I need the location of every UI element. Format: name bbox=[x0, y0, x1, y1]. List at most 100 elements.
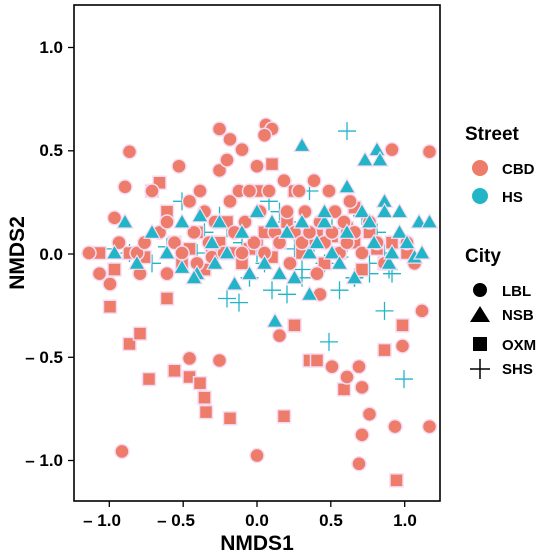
point-hs-nsb bbox=[300, 285, 319, 301]
point-hs-nsb bbox=[210, 212, 229, 229]
x-tick-label: 0.0 bbox=[245, 511, 269, 530]
point-cbd-lbl bbox=[222, 193, 238, 210]
legend-label-shs: SHS bbox=[502, 361, 533, 378]
point-hs-shs bbox=[218, 289, 236, 308]
point-cbd-lbl bbox=[241, 183, 258, 199]
point-cbd-oxm bbox=[309, 353, 325, 368]
point-cbd-lbl bbox=[282, 255, 298, 272]
point-cbd-oxm bbox=[107, 262, 122, 277]
point-cbd-oxm bbox=[222, 411, 238, 426]
point-cbd-lbl bbox=[342, 193, 358, 210]
legend-title-city: City bbox=[465, 246, 501, 267]
point-cbd-oxm bbox=[102, 299, 118, 314]
point-hs-shs bbox=[395, 370, 413, 389]
point-hs-nsb bbox=[225, 274, 244, 291]
point-cbd-lbl bbox=[102, 276, 118, 292]
point-cbd-lbl bbox=[294, 234, 310, 251]
point-hs-nsb bbox=[190, 206, 210, 223]
point-hs-nsb bbox=[364, 233, 384, 250]
point-hs-nsb bbox=[277, 223, 297, 239]
point-cbd-lbl bbox=[321, 183, 337, 199]
point-cbd-lbl bbox=[324, 358, 340, 375]
point-cbd-lbl bbox=[414, 303, 430, 319]
point-cbd-lbl bbox=[271, 327, 288, 344]
point-hs-nsb bbox=[247, 202, 267, 219]
point-cbd-lbl bbox=[174, 245, 190, 261]
point-cbd-lbl bbox=[81, 245, 97, 261]
x-axis-title: NMDS1 bbox=[220, 532, 294, 555]
x-tick-label: 0.5 bbox=[319, 511, 343, 530]
point-hs-nsb bbox=[390, 223, 409, 239]
point-hs-nsb bbox=[397, 233, 417, 250]
point-cbd-lbl bbox=[354, 427, 370, 443]
y-axis-title: NMDS2 bbox=[6, 216, 29, 290]
point-hs-nsb bbox=[367, 140, 387, 157]
point-cbd-lbl bbox=[121, 143, 138, 160]
point-hs-nsb bbox=[217, 243, 237, 260]
point-cbd-lbl bbox=[192, 183, 208, 199]
legend-label-hs: HS bbox=[502, 189, 523, 206]
point-cbd-oxm bbox=[264, 156, 280, 172]
point-hs-nsb bbox=[292, 212, 312, 229]
x-tick-label: 1.0 bbox=[393, 511, 417, 530]
point-hs-nsb bbox=[232, 223, 252, 239]
point-cbd-lbl bbox=[276, 172, 292, 189]
point-cbd-lbl bbox=[91, 265, 108, 282]
point-hs-nsb bbox=[240, 264, 259, 281]
point-cbd-lbl bbox=[301, 224, 318, 241]
point-cbd-lbl bbox=[271, 234, 288, 251]
y-tick-label: – 1.0 bbox=[25, 451, 63, 470]
point-cbd-lbl bbox=[159, 265, 175, 282]
point-cbd-oxm bbox=[377, 342, 392, 358]
legend-key-shs bbox=[470, 359, 490, 379]
point-cbd-oxm bbox=[395, 318, 410, 333]
point-cbd-oxm bbox=[197, 390, 212, 405]
point-hs-nsb bbox=[265, 311, 285, 328]
legend-key-nsb bbox=[470, 306, 490, 322]
point-hs-nsb bbox=[307, 233, 327, 250]
point-hs-nsb bbox=[172, 212, 192, 229]
point-cbd-lbl bbox=[211, 121, 228, 137]
point-cbd-oxm bbox=[159, 291, 175, 306]
point-hs-nsb bbox=[157, 243, 177, 260]
legend-key-cbd bbox=[472, 160, 488, 176]
point-cbd-lbl bbox=[279, 203, 295, 220]
point-hs-nsb bbox=[322, 243, 342, 260]
point-cbd-lbl bbox=[351, 456, 367, 472]
point-cbd-lbl bbox=[339, 369, 355, 385]
point-cbd-lbl bbox=[387, 418, 403, 435]
point-cbd-lbl bbox=[384, 141, 400, 158]
y-axis: 1.0 0.5 0.0 – 0.5 – 1.0 NMDS2 bbox=[6, 38, 74, 470]
point-hs-nsb bbox=[337, 177, 357, 194]
x-axis: – 1.0 – 0.5 0.0 0.5 1.0 NMDS1 bbox=[83, 501, 417, 555]
point-cbd-lbl bbox=[249, 447, 265, 464]
point-hs-nsb bbox=[184, 268, 204, 285]
point-hs-nsb bbox=[255, 254, 274, 270]
point-hs-nsb bbox=[382, 243, 402, 260]
point-cbd-lbl bbox=[166, 234, 183, 251]
point-hs-nsb bbox=[412, 243, 432, 260]
x-tick-label: – 1.0 bbox=[83, 511, 121, 530]
point-cbd-lbl bbox=[354, 379, 370, 396]
point-cbd-lbl bbox=[421, 143, 438, 160]
point-cbd-lbl bbox=[246, 234, 262, 251]
point-cbd-lbl bbox=[181, 193, 198, 210]
point-cbd-lbl bbox=[211, 352, 228, 369]
point-cbd-oxm bbox=[167, 363, 182, 379]
point-hs-shs bbox=[278, 285, 296, 304]
point-hs-nsb bbox=[360, 212, 379, 229]
legend: Street CBD HS City LBL NSB OXM SHS bbox=[465, 124, 536, 379]
y-tick-label: – 0.5 bbox=[25, 348, 63, 367]
point-cbd-lbl bbox=[421, 418, 438, 435]
point-hs-nsb bbox=[172, 258, 192, 275]
point-hs-nsb bbox=[355, 150, 375, 167]
point-hs-shs bbox=[320, 332, 338, 351]
legend-key-oxm bbox=[473, 337, 487, 351]
point-cbd-oxm bbox=[276, 409, 292, 424]
point-cbd-lbl bbox=[234, 245, 250, 261]
point-hs-nsb bbox=[142, 223, 162, 239]
point-hs-nsb bbox=[202, 233, 222, 250]
point-hs-shs bbox=[230, 293, 248, 312]
point-cbd-lbl bbox=[211, 162, 228, 179]
